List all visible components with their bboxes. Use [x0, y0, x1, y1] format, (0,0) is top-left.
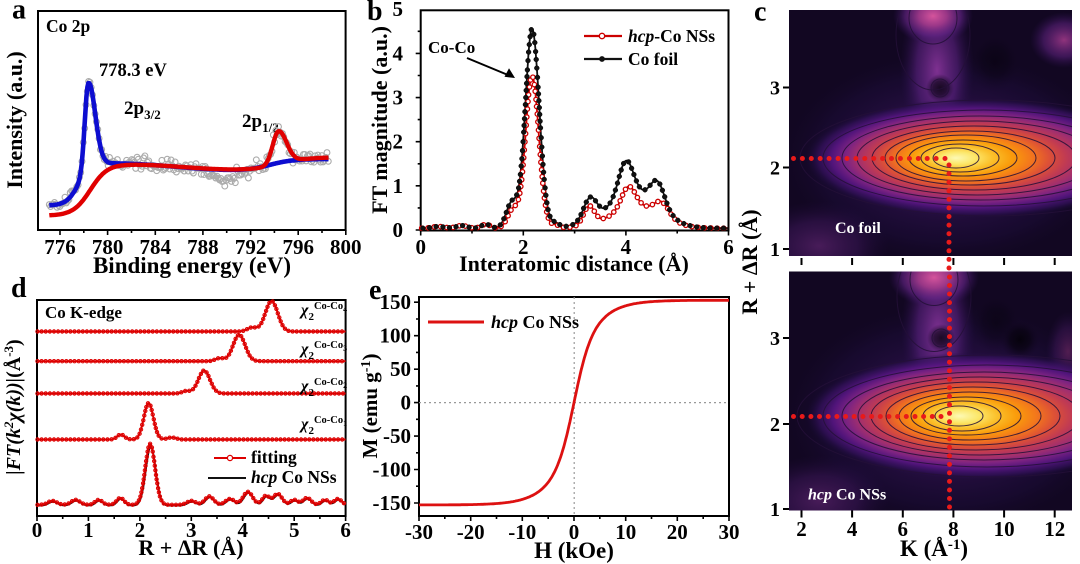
svg-text:30: 30 [719, 520, 740, 544]
svg-text:-150: -150 [373, 491, 412, 515]
svg-text:5: 5 [289, 518, 300, 542]
svg-text:2: 2 [393, 130, 404, 154]
svg-text:hcp Co NSs: hcp Co NSs [251, 467, 337, 487]
svg-text:50: 50 [390, 357, 411, 381]
svg-text:Co 2p: Co 2p [46, 16, 91, 36]
svg-text:Co K-edge: Co K-edge [45, 303, 122, 322]
svg-text:d: d [11, 273, 27, 304]
svg-text:2: 2 [518, 235, 529, 259]
svg-text:R + ΔR (Å): R + ΔR (Å) [138, 535, 243, 560]
svg-text:χ2Co-Co3: χ2Co-Co3 [299, 340, 347, 362]
svg-text:R + ΔR (Å): R + ΔR (Å) [737, 209, 762, 314]
svg-text:c: c [754, 0, 766, 28]
svg-text:100: 100 [380, 324, 412, 348]
svg-text:150: 150 [380, 290, 412, 314]
svg-text:788: 788 [187, 235, 219, 259]
svg-text:2: 2 [135, 518, 146, 542]
svg-text:3: 3 [393, 86, 404, 110]
svg-text:776: 776 [44, 235, 76, 259]
svg-text:Co foil: Co foil [835, 220, 881, 237]
svg-text:-100: -100 [373, 458, 412, 482]
svg-text:Co foil: Co foil [628, 49, 678, 69]
svg-text:-50: -50 [383, 424, 411, 448]
svg-text:4: 4 [621, 235, 632, 259]
svg-text:FT magnitude (a.u.): FT magnitude (a.u.) [367, 26, 392, 214]
svg-text:χ2Co-Co2: χ2Co-Co2 [299, 377, 347, 399]
svg-text:4: 4 [847, 517, 858, 541]
svg-text:1: 1 [770, 239, 780, 261]
svg-text:0: 0 [393, 218, 404, 242]
svg-text:4: 4 [393, 41, 404, 65]
svg-text:Binding energy (eV): Binding energy (eV) [93, 253, 291, 278]
svg-text:6: 6 [340, 518, 351, 542]
svg-text:3: 3 [770, 78, 780, 100]
svg-text:|FT(k2χ(k))|(Å-3): |FT(k2χ(k))|(Å-3) [1, 339, 25, 474]
svg-text:hcp Co NSs: hcp Co NSs [808, 487, 886, 504]
svg-text:2: 2 [770, 414, 780, 436]
svg-text:1: 1 [83, 518, 94, 542]
svg-text:12: 12 [1044, 517, 1065, 541]
svg-text:hcp-Co NSs: hcp-Co NSs [628, 26, 715, 46]
svg-text:5: 5 [393, 0, 404, 21]
svg-text:Interatomic distance (Å): Interatomic distance (Å) [459, 251, 689, 276]
svg-text:6: 6 [723, 235, 734, 259]
svg-text:20: 20 [667, 520, 688, 544]
svg-text:3: 3 [186, 518, 197, 542]
svg-text:fitting: fitting [251, 447, 297, 467]
svg-text:b: b [367, 0, 383, 27]
svg-text:3: 3 [770, 328, 780, 350]
svg-text:-30: -30 [405, 520, 433, 544]
svg-text:784: 784 [140, 235, 172, 259]
svg-text:0: 0 [32, 518, 43, 542]
svg-text:0: 0 [569, 520, 580, 544]
svg-text:796: 796 [282, 235, 314, 259]
svg-text:778.3 eV: 778.3 eV [99, 61, 167, 81]
svg-text:-20: -20 [457, 520, 485, 544]
svg-text:6: 6 [898, 517, 909, 541]
svg-text:-10: -10 [508, 520, 536, 544]
svg-text:Co-Co: Co-Co [428, 38, 475, 57]
svg-text:χ2Co-Co4: χ2Co-Co4 [299, 301, 347, 323]
svg-text:1: 1 [393, 174, 404, 198]
svg-text:0: 0 [415, 235, 426, 259]
svg-text:780: 780 [92, 235, 124, 259]
svg-text:8: 8 [948, 517, 959, 541]
svg-text:10: 10 [615, 520, 636, 544]
svg-text:800: 800 [330, 235, 362, 259]
svg-text:4: 4 [237, 518, 248, 542]
svg-text:10: 10 [994, 517, 1015, 541]
svg-text:H (kOe): H (kOe) [534, 538, 614, 563]
svg-text:2: 2 [796, 517, 807, 541]
svg-text:hcp Co NSs: hcp Co NSs [491, 312, 579, 332]
svg-text:0: 0 [401, 391, 412, 415]
svg-text:792: 792 [235, 235, 267, 259]
svg-text:1: 1 [770, 499, 780, 521]
svg-text:e: e [369, 275, 381, 306]
svg-text:Intensity (a.u.): Intensity (a.u.) [2, 51, 27, 189]
svg-text:a: a [12, 0, 26, 26]
svg-text:χ2Co-Co1: χ2Co-Co1 [299, 415, 347, 437]
svg-text:2: 2 [770, 158, 780, 180]
